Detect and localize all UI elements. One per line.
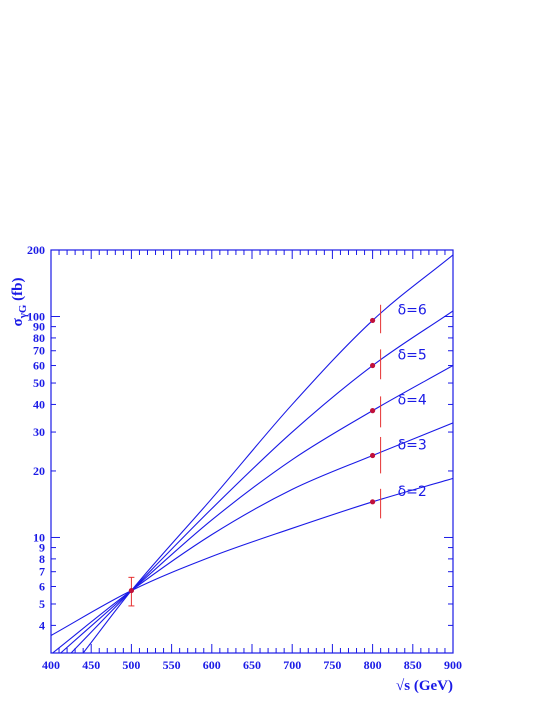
- common-data-point: [128, 587, 134, 594]
- y-axis-title: σγG (fb): [10, 278, 29, 327]
- x-tick-label: 650: [243, 658, 261, 672]
- y-tick-label: 20: [33, 464, 45, 478]
- x-tick-label: 450: [82, 658, 100, 672]
- y-tick-label: 90: [33, 320, 45, 334]
- x-tick-label: 800: [364, 658, 382, 672]
- series-label: δ=3: [398, 437, 427, 453]
- series-data-point: [370, 408, 376, 414]
- series-line: [70, 310, 453, 653]
- y-axis-title-main: σ: [10, 317, 26, 326]
- series-data-point: [370, 362, 376, 369]
- y-tick-label: 100: [27, 310, 45, 324]
- y-tick-label: 40: [33, 397, 45, 411]
- y-axis-title-sub: γG: [17, 304, 29, 319]
- y-tick-label: 200: [27, 243, 45, 257]
- y-axis-title-tail: (fb): [10, 278, 26, 305]
- y-tick-label: 70: [33, 344, 45, 358]
- x-tick-label: 600: [203, 658, 221, 672]
- series-data-point: [370, 317, 376, 324]
- series-label: δ=4: [398, 393, 427, 409]
- x-tick-label: 550: [163, 658, 181, 672]
- y-tick-label: 4: [39, 618, 45, 632]
- x-tick-label: 900: [444, 658, 462, 672]
- x-tick-label: 400: [42, 658, 60, 672]
- series-curves: [51, 254, 453, 653]
- series-label: δ=2: [398, 484, 427, 500]
- series-label: δ=6: [398, 302, 427, 318]
- series-data-point: [370, 499, 376, 505]
- y-tick-label: 9: [39, 541, 45, 555]
- x-tick-label: 700: [283, 658, 301, 672]
- tick-labels: 400 450 500 550 600 650 700 750 800 850 9004567891…: [27, 243, 462, 672]
- y-tick-label: 60: [33, 359, 45, 373]
- y-tick-label: 6: [39, 579, 45, 593]
- axis-ticks: [50, 249, 454, 654]
- y-tick-label: 30: [33, 425, 45, 439]
- y-tick-label: 80: [33, 331, 45, 345]
- y-tick-label: 50: [33, 376, 45, 390]
- series-line: [60, 365, 453, 653]
- x-tick-label: 750: [323, 658, 341, 672]
- series-line: [52, 422, 453, 653]
- y-tick-label: 10: [33, 530, 45, 544]
- x-axis-title: √s (GeV): [396, 678, 453, 694]
- error-bars: [128, 304, 382, 607]
- series-data-point: [370, 452, 376, 459]
- y-tick-label: 8: [39, 552, 45, 566]
- y-tick-label: 7: [39, 565, 45, 579]
- y-tick-label: 5: [39, 597, 45, 611]
- x-tick-label: 850: [404, 658, 422, 672]
- series-label: δ=5: [398, 348, 427, 364]
- x-tick-label: 500: [122, 658, 140, 672]
